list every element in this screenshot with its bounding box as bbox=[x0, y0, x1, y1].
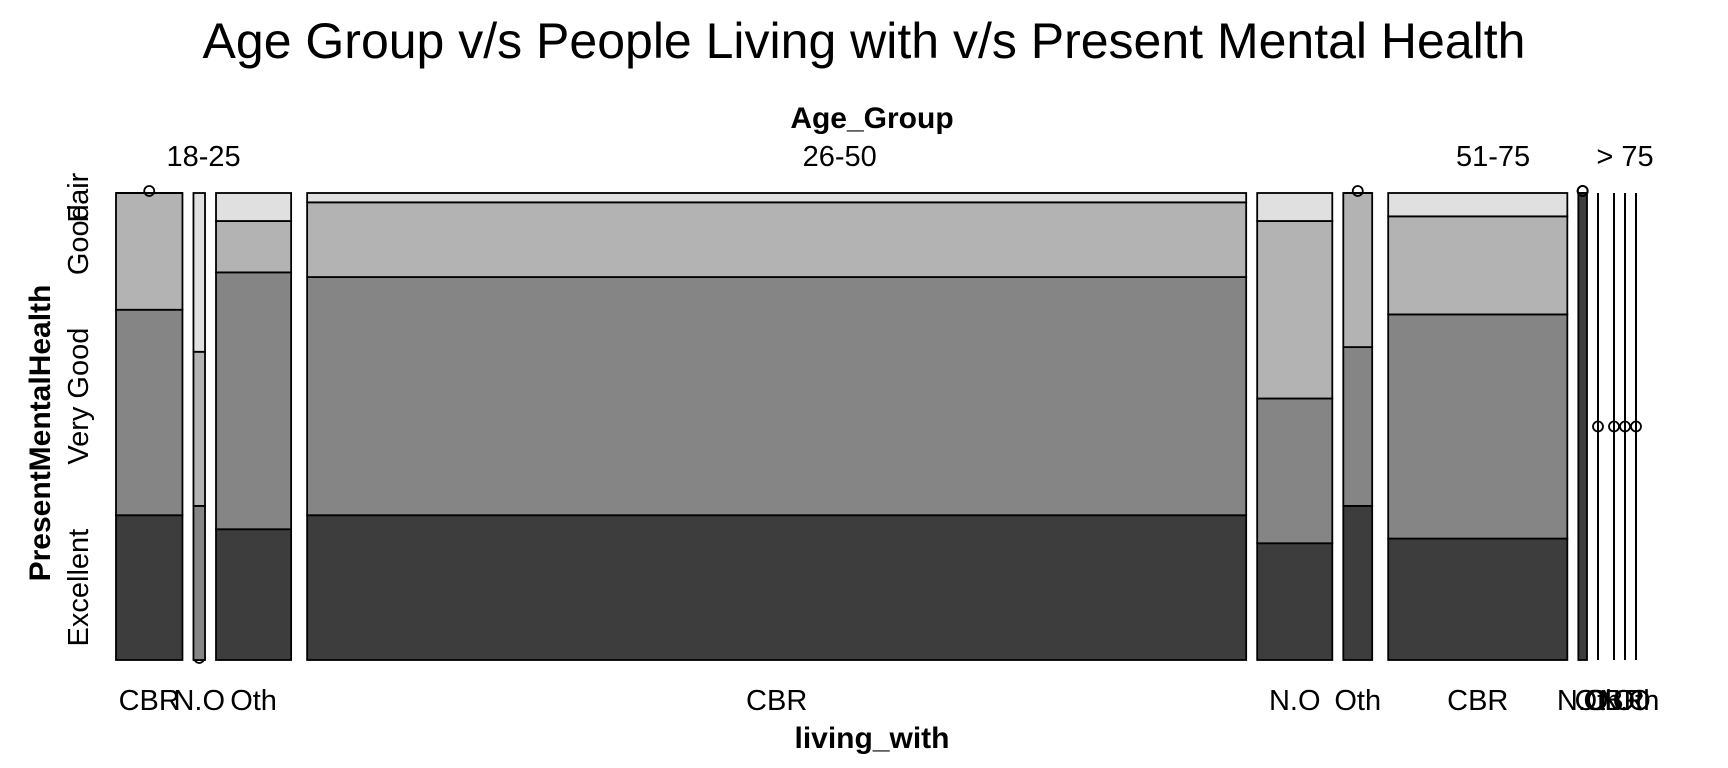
tile-26-50-oth-good bbox=[1342, 192, 1374, 349]
tile-51-75-cbr-fair bbox=[1387, 192, 1569, 218]
age-group-label-75: > 75 bbox=[1596, 141, 1653, 173]
living-with-label-51-75-oth: Oth bbox=[1575, 685, 1622, 717]
tile-18-25-oth-fair bbox=[215, 192, 293, 222]
living-with-label-75-oth: Oth bbox=[1613, 685, 1660, 717]
empty-cell-marker bbox=[1351, 185, 1364, 197]
tile-18-25-cbr-excellent bbox=[115, 514, 184, 661]
tile-51-75-cbr-excellent bbox=[1387, 537, 1569, 661]
tile-18-25-cbr-very-good bbox=[115, 308, 184, 517]
tile-26-50-n-o-excellent bbox=[1256, 542, 1334, 661]
tile-26-50-n-o-fair bbox=[1256, 192, 1334, 222]
tile-26-50-n-o-good bbox=[1256, 220, 1334, 400]
living-with-label-26-50-oth: Oth bbox=[1334, 685, 1381, 717]
health-label-fair: Fair bbox=[63, 172, 95, 222]
tile-18-25-n-o-very-good bbox=[192, 504, 206, 661]
living-with-label-51-75-n-o: N.O bbox=[1557, 685, 1609, 717]
chart-title: Age Group v/s People Living with v/s Pre… bbox=[203, 13, 1526, 69]
empty-cell-marker bbox=[1619, 420, 1631, 433]
tile-26-50-n-o-very-good bbox=[1256, 397, 1334, 545]
tile-26-50-oth-very-good bbox=[1342, 346, 1374, 507]
living-with-label-18-25-n-o: N.O bbox=[173, 685, 225, 717]
living-with-label-75-n-o: N.O bbox=[1599, 685, 1651, 717]
health-label-excellent: Excellent bbox=[63, 529, 95, 647]
mosaic-tiles bbox=[115, 185, 1642, 664]
tile-18-25-oth-very-good bbox=[215, 271, 293, 531]
age-group-label-26-50: 26-50 bbox=[803, 141, 877, 173]
bottom-variable-label: living_with bbox=[794, 722, 949, 755]
living-with-label-18-25-cbr: CBR bbox=[119, 685, 180, 717]
living-with-label-75-cbr: CBR bbox=[1583, 685, 1644, 717]
tile-26-50-cbr-very-good bbox=[306, 276, 1248, 517]
tile-51-75-cbr-very-good bbox=[1387, 313, 1569, 540]
tile-26-50-cbr-good bbox=[306, 201, 1248, 278]
tile-51-75-n-o-excellent bbox=[1577, 192, 1588, 661]
tile-26-50-cbr-fair bbox=[306, 192, 1248, 204]
left-variable-label: PresentMentalHealth bbox=[24, 285, 57, 582]
tile-18-25-oth-excellent bbox=[215, 528, 293, 661]
living-with-label-51-75-cbr: CBR bbox=[1447, 685, 1508, 717]
age-group-label-51-75: 51-75 bbox=[1456, 141, 1530, 173]
tile-51-75-cbr-good bbox=[1387, 215, 1569, 316]
living-with-label-26-50-cbr: CBR bbox=[746, 685, 807, 717]
tile-26-50-oth-excellent bbox=[1342, 504, 1374, 661]
top-variable-label: Age_Group bbox=[790, 102, 953, 135]
living-with-label-26-50-n-o: N.O bbox=[1269, 685, 1321, 717]
living-with-label-18-25-oth: Oth bbox=[230, 685, 277, 717]
empty-cell-marker bbox=[1576, 185, 1589, 197]
empty-cell-marker bbox=[1608, 420, 1620, 433]
empty-cell-marker bbox=[143, 185, 156, 197]
empty-cell-marker bbox=[1630, 420, 1642, 433]
health-label-good: Good bbox=[63, 204, 95, 275]
tile-18-25-cbr-good bbox=[115, 192, 184, 311]
age-group-label-18-25: 18-25 bbox=[166, 141, 240, 173]
health-label-very-good: Very Good bbox=[63, 328, 95, 465]
tile-18-25-n-o-fair bbox=[192, 192, 206, 353]
tile-18-25-n-o-good bbox=[192, 350, 206, 507]
tile-18-25-oth-good bbox=[215, 220, 293, 274]
tile-26-50-cbr-excellent bbox=[306, 514, 1248, 661]
age-group-labels: 18-25 26-50 51-75 > 75 bbox=[166, 141, 1653, 173]
empty-cell-marker bbox=[1592, 420, 1604, 433]
